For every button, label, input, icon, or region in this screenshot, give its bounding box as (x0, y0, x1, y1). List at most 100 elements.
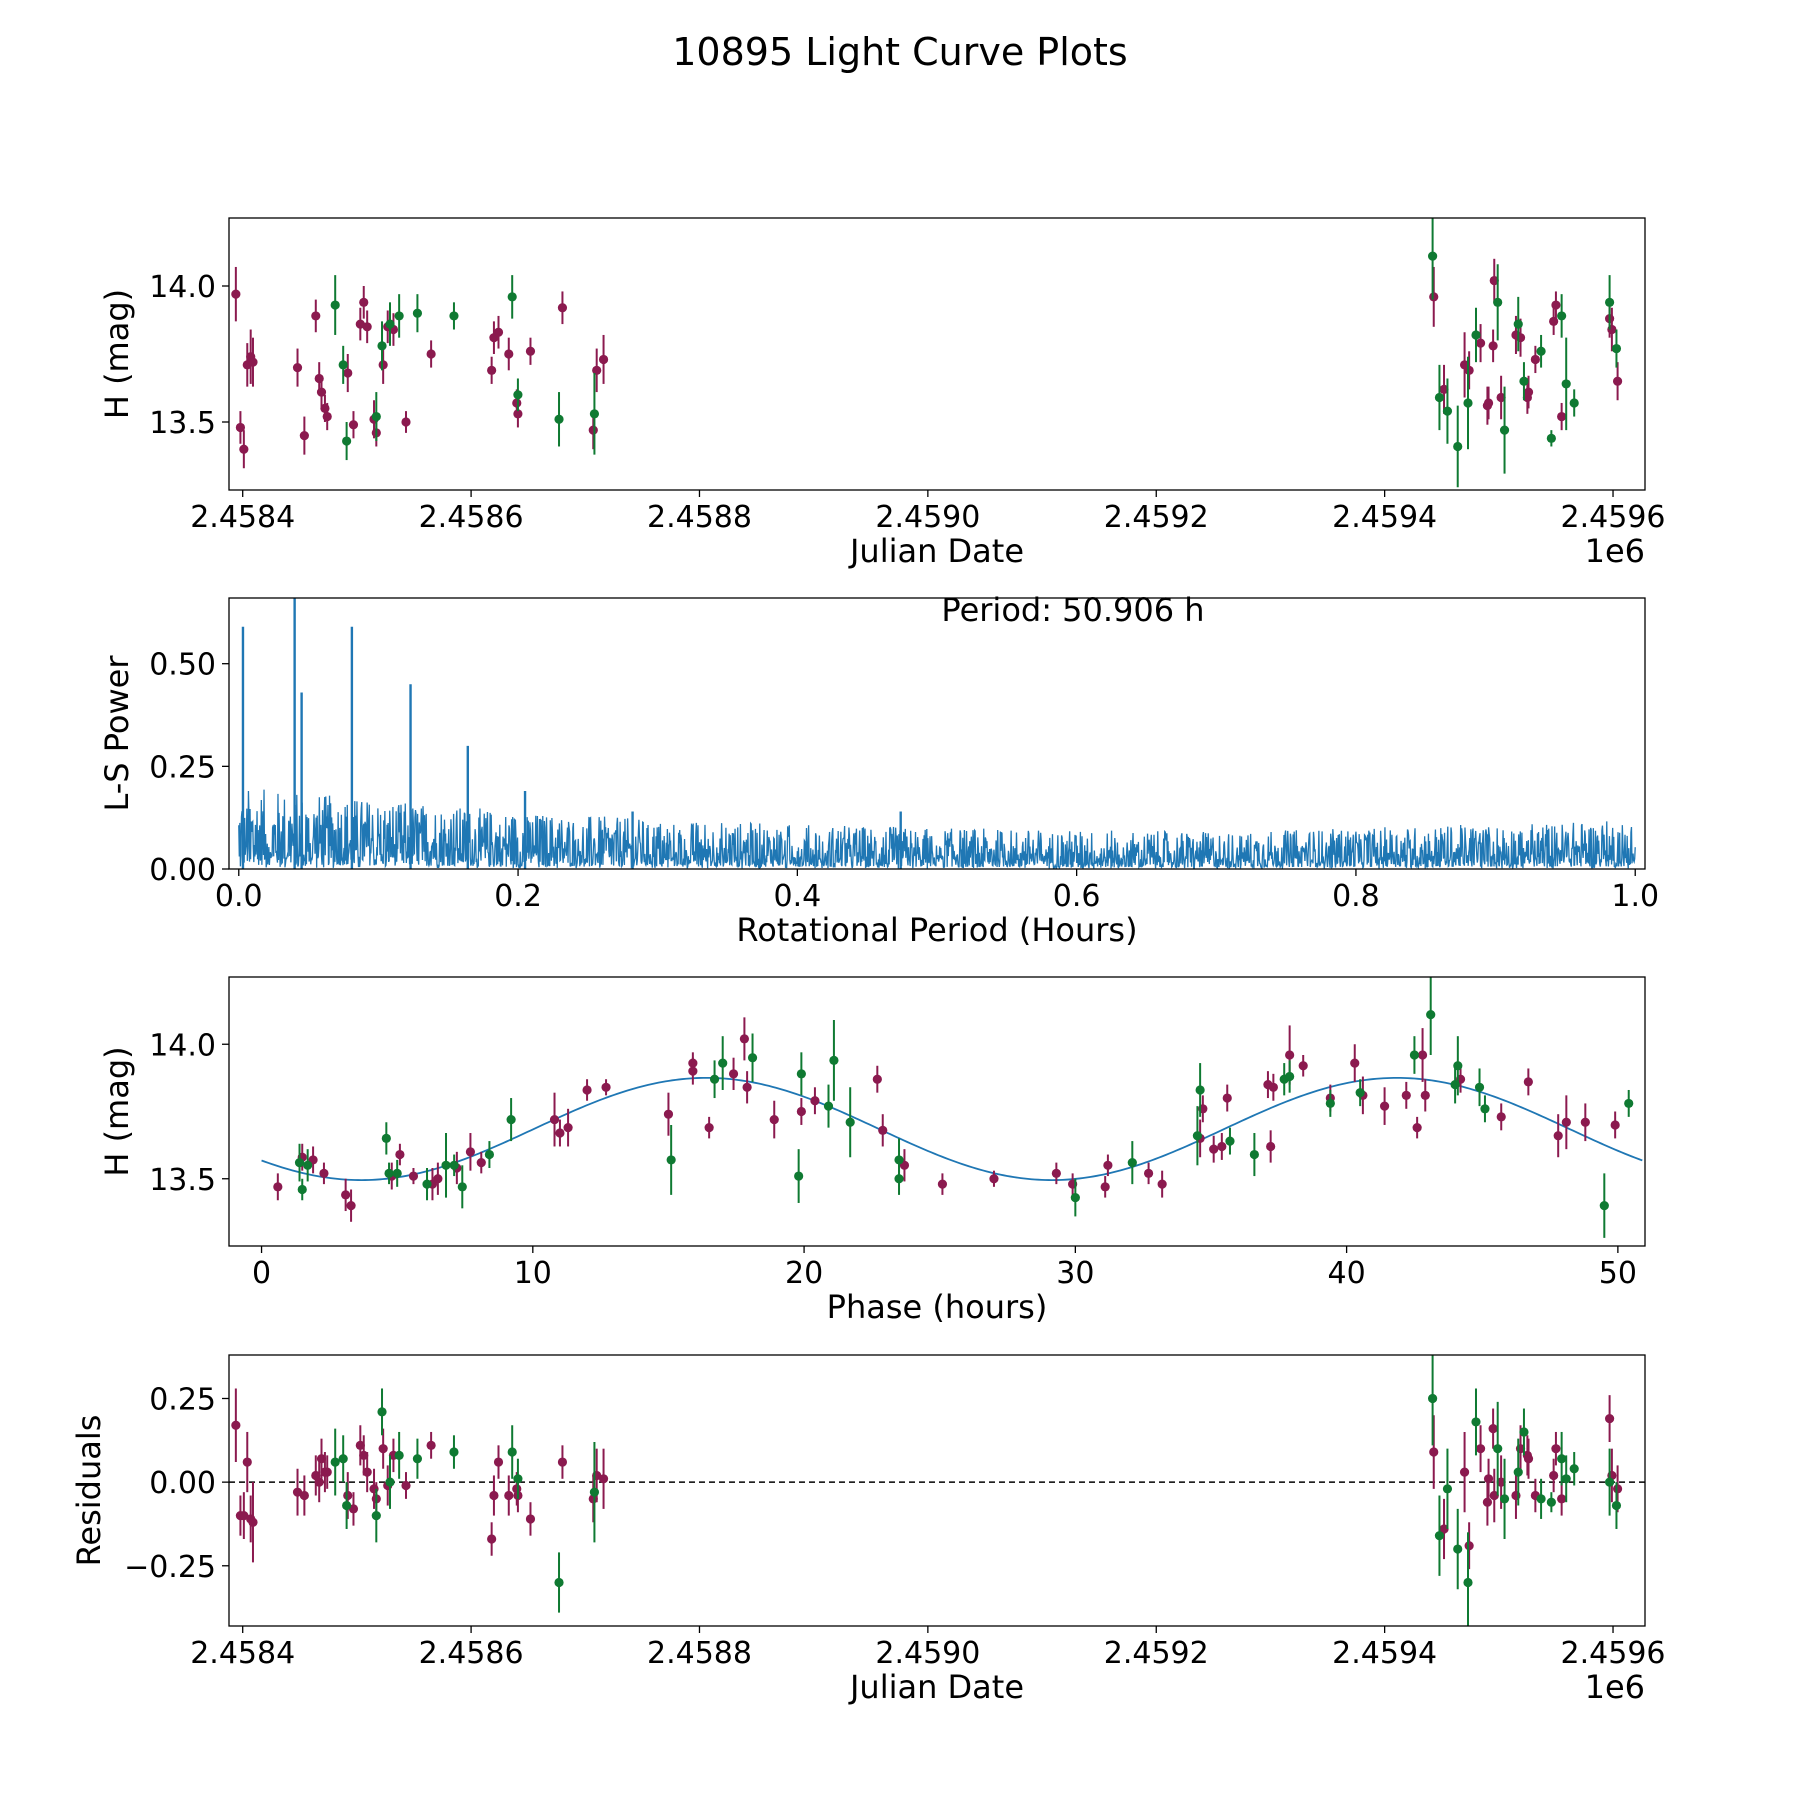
data-point (412, 1454, 423, 1464)
data-point (1557, 311, 1567, 321)
data-point (554, 414, 564, 424)
data-point (1489, 1490, 1499, 1501)
data-point (465, 1147, 476, 1157)
data-point (484, 1149, 495, 1160)
data-point (248, 1517, 258, 1527)
data-point (878, 1125, 888, 1135)
y-tick-label: 0.25 (149, 1382, 216, 1417)
series-green (294, 977, 1634, 1238)
data-point (1192, 1131, 1203, 1141)
data-point (1482, 1497, 1493, 1507)
data-point (1530, 354, 1540, 365)
data-point (231, 289, 241, 299)
residuals-frame (228, 1354, 1646, 1627)
data-point (1143, 1168, 1154, 1178)
data-point (449, 311, 459, 321)
data-point (441, 1160, 451, 1170)
data-point (1496, 1477, 1506, 1487)
data-point (1429, 292, 1439, 302)
y-axis-label: L-S Power (98, 655, 136, 812)
y-tick-label: 13.5 (149, 1163, 216, 1198)
data-point (937, 1179, 948, 1189)
data-point (592, 365, 602, 375)
data-point (1070, 1192, 1080, 1203)
data-point (1285, 1050, 1295, 1060)
data-point (385, 1477, 395, 1487)
data-point (796, 1069, 806, 1079)
lightcurve-frame (228, 217, 1646, 491)
data-point (588, 425, 598, 435)
x-tick-label: 0.0 (215, 879, 263, 914)
x-tick-label: 2.4590 (875, 500, 980, 535)
data-point (663, 1109, 674, 1119)
data-point (557, 303, 568, 313)
data-point (1217, 1141, 1227, 1152)
data-point (589, 409, 600, 419)
data-point (242, 1457, 252, 1467)
x-offset-label: 1e6 (1585, 1668, 1645, 1706)
data-point (525, 1514, 536, 1524)
data-point (487, 1534, 497, 1544)
series-green (330, 1355, 1622, 1626)
data-point (292, 363, 303, 373)
data-point (1551, 300, 1561, 310)
data-point (1523, 387, 1534, 397)
panels: 2.4584 2.4586 2.4588 2.4590 2.4592 2.4594 2.45… (70, 217, 1666, 1706)
data-point (1523, 1454, 1534, 1464)
data-point (513, 1474, 523, 1484)
data-point (338, 360, 348, 370)
x-tick-label: 2.4592 (1104, 500, 1209, 535)
data-point (377, 341, 387, 351)
data-point (1249, 1149, 1259, 1160)
data-point (1519, 1427, 1529, 1437)
data-point (1624, 1098, 1634, 1109)
data-point (1496, 1112, 1506, 1122)
data-point (322, 411, 332, 422)
data-point (704, 1123, 714, 1133)
data-point (342, 1500, 352, 1511)
data-point (1051, 1168, 1061, 1178)
x-axis-label: Julian Date (848, 1668, 1024, 1706)
data-point (1285, 1071, 1295, 1082)
data-point (378, 360, 388, 370)
x-tick-label: 0.4 (773, 879, 821, 914)
data-point (845, 1117, 855, 1127)
x-tick-label: 2.4594 (1332, 500, 1437, 535)
data-point (1513, 1467, 1523, 1477)
data-point (1536, 346, 1546, 356)
data-point (1453, 1544, 1463, 1554)
data-point (359, 1450, 369, 1460)
data-point (348, 1504, 359, 1514)
y-axis-label: H (mag) (98, 1046, 136, 1176)
data-point (362, 1467, 372, 1477)
x-tick-label: 2.4586 (419, 1636, 524, 1671)
data-point (1475, 338, 1486, 348)
data-point (384, 1168, 394, 1178)
data-point (554, 1577, 564, 1588)
data-point (1561, 1117, 1571, 1127)
data-point (449, 1160, 459, 1170)
data-point (582, 1085, 592, 1095)
x-offset-label: 1e6 (1585, 532, 1645, 570)
data-point (1464, 1541, 1474, 1551)
data-point (239, 1510, 249, 1521)
data-point (507, 292, 517, 302)
data-point (1429, 1447, 1439, 1457)
data-point (316, 1454, 327, 1464)
data-point (1157, 1179, 1167, 1189)
data-point (1453, 441, 1463, 452)
data-point (362, 322, 372, 332)
data-point (239, 444, 249, 454)
data-point (1195, 1085, 1205, 1095)
data-point (338, 1454, 348, 1464)
y-axis-label: Residuals (70, 1415, 108, 1567)
data-point (346, 1201, 356, 1211)
data-point (316, 387, 327, 397)
data-point (589, 1487, 600, 1497)
data-point (426, 1440, 436, 1450)
data-point (394, 311, 404, 321)
data-point (1488, 1424, 1498, 1434)
data-point (598, 354, 609, 365)
data-point (563, 1123, 573, 1133)
data-point (794, 1171, 804, 1181)
